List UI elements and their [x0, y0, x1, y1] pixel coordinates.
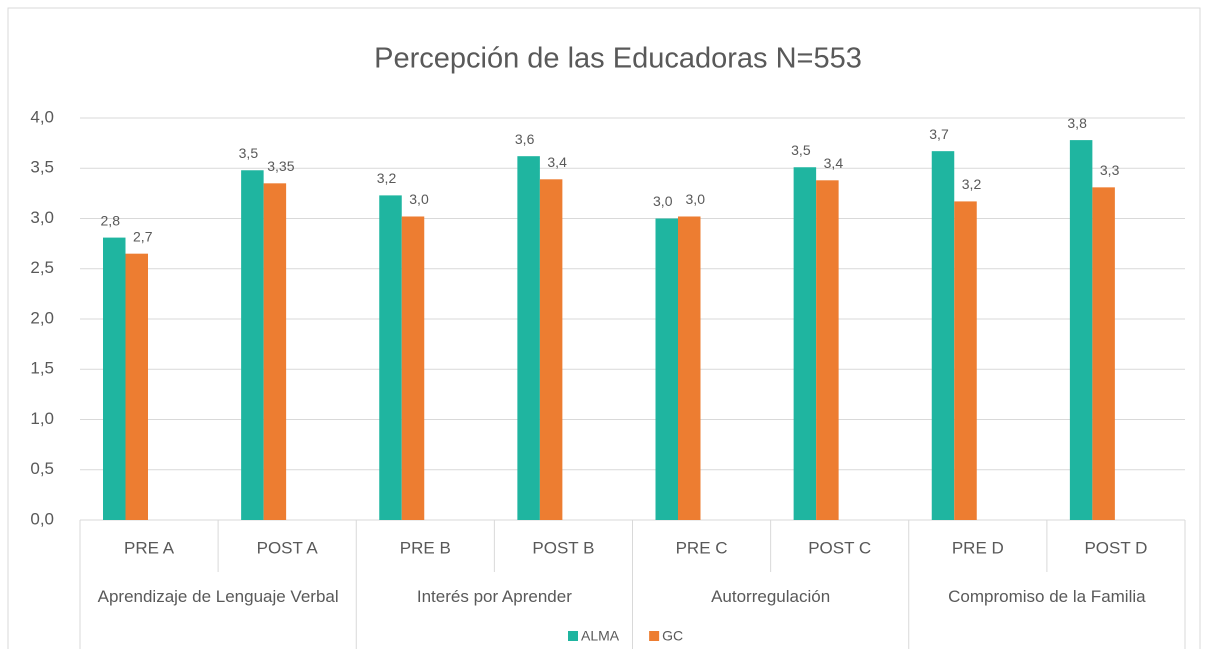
- bar: [793, 167, 817, 520]
- group-label-box: Aprendizaje de Lenguaje Verbal: [97, 587, 339, 606]
- group-label: Compromiso de la Familia: [948, 587, 1146, 606]
- value-label: 3,7: [929, 126, 949, 142]
- legend-swatch: [649, 631, 660, 641]
- value-label: 3,0: [653, 193, 673, 209]
- value-label: 3,6: [515, 131, 535, 147]
- value-label: 3,2: [962, 176, 982, 192]
- bar: [379, 195, 402, 520]
- bar: [816, 180, 839, 520]
- bar: [125, 253, 148, 521]
- group-label: Autorregulación: [711, 587, 831, 606]
- value-label: 3,2: [377, 170, 397, 186]
- bar: [103, 237, 126, 520]
- group-label: Interés por Aprender: [416, 587, 572, 606]
- value-label: 3,5: [791, 142, 811, 158]
- chart-title: Percepción de las Educadoras N=553: [374, 43, 862, 75]
- value-label: 3,0: [409, 191, 429, 207]
- y-tick-label: 2,0: [30, 308, 54, 327]
- y-tick-label: 3,0: [30, 208, 54, 227]
- value-label: 3,8: [1067, 115, 1087, 131]
- value-label: 2,8: [101, 212, 121, 228]
- x-tick-label: PRE D: [952, 538, 1004, 557]
- bar: [1069, 140, 1093, 521]
- x-tick-label: PRE C: [676, 538, 728, 557]
- x-tick-label: PRE B: [400, 538, 451, 557]
- group-label: Aprendizaje de Lenguaje Verbal: [97, 587, 339, 606]
- value-label: 3,4: [824, 155, 844, 171]
- x-tick-label: PRE A: [124, 538, 175, 557]
- x-tick-label: POST B: [532, 538, 594, 557]
- y-tick-label: 2,5: [30, 258, 54, 277]
- value-label: 3,35: [267, 158, 294, 174]
- bar: [263, 183, 287, 520]
- bar: [539, 179, 563, 520]
- group-label-box: Interés por Aprender: [416, 587, 572, 606]
- y-tick-label: 4,0: [30, 107, 54, 126]
- x-tick-label: POST C: [808, 538, 871, 557]
- bar: [655, 218, 678, 520]
- legend-swatch: [568, 631, 578, 641]
- legend-label: GC: [662, 628, 683, 644]
- value-label: 3,5: [239, 145, 259, 161]
- bar: [931, 151, 955, 521]
- group-label-box: Autorregulación: [711, 587, 831, 606]
- bar: [517, 156, 540, 520]
- x-tick-label: POST A: [257, 538, 319, 557]
- bar: [954, 201, 977, 521]
- bar: [678, 216, 701, 521]
- value-label: 2,7: [133, 228, 153, 244]
- y-tick-label: 1,5: [30, 359, 54, 378]
- y-tick-label: 3,5: [30, 158, 54, 177]
- bar: [1092, 187, 1115, 520]
- bar: [241, 170, 264, 520]
- chart-border: [7, 7, 1201, 649]
- y-tick-label: 0,5: [30, 459, 54, 478]
- value-label: 3,4: [547, 154, 567, 170]
- value-label: 3,0: [686, 191, 706, 207]
- bar: [401, 216, 425, 521]
- y-tick-label: 1,0: [30, 409, 54, 428]
- legend-label: ALMA: [581, 628, 620, 644]
- x-tick-label: POST D: [1084, 538, 1147, 557]
- y-tick-label: 0,0: [30, 509, 54, 528]
- group-label-box: Compromiso de la Familia: [948, 587, 1146, 606]
- value-label: 3,3: [1100, 162, 1120, 178]
